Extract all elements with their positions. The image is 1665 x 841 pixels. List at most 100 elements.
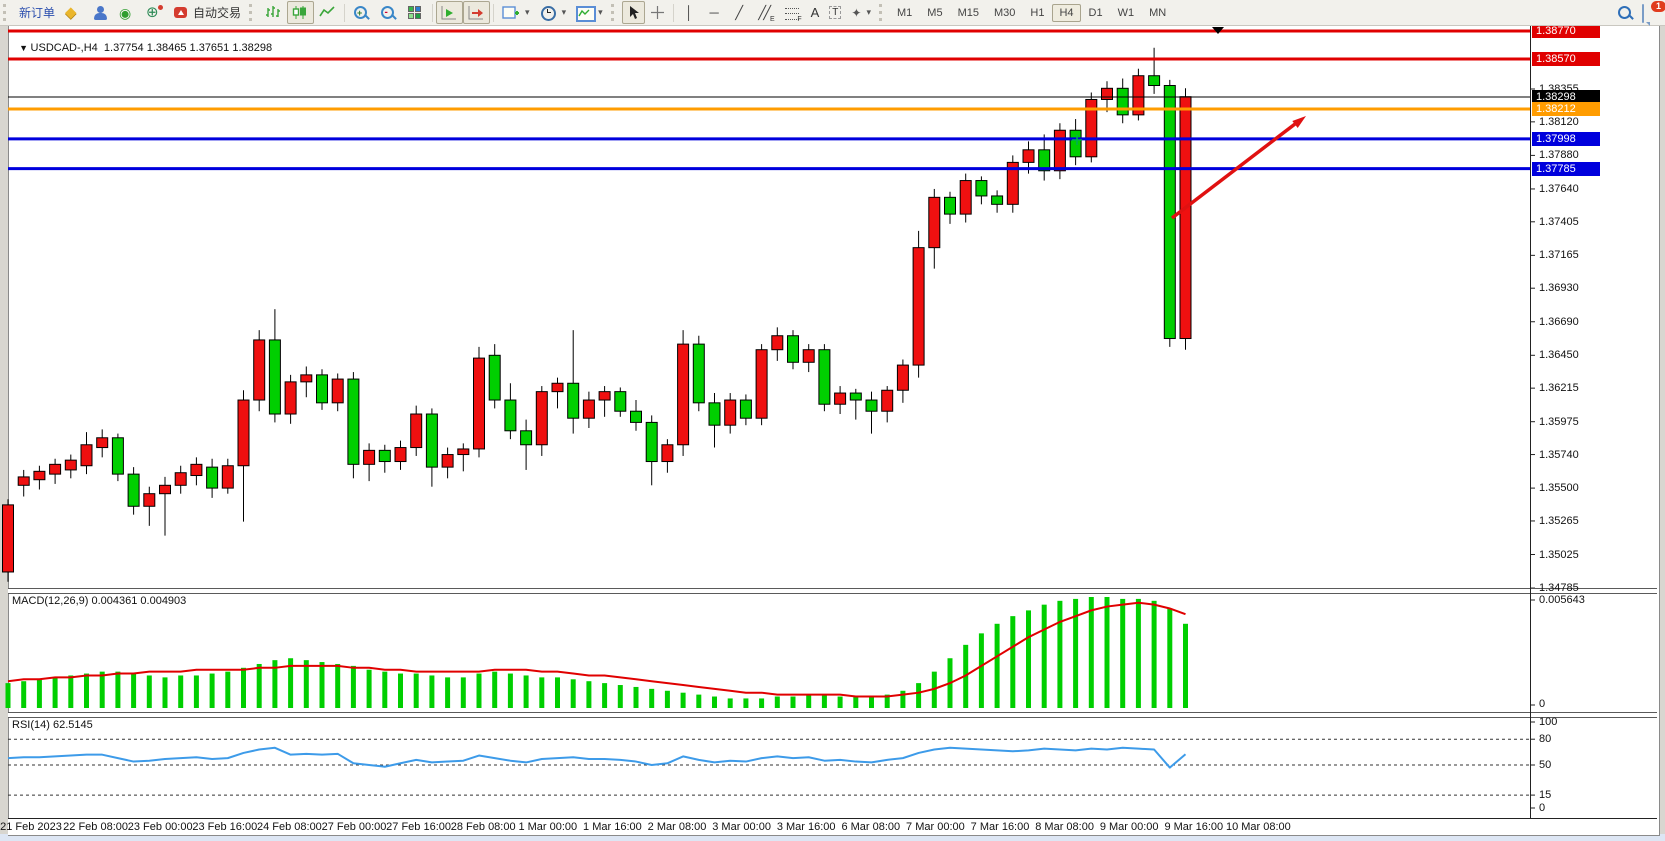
time-axis-label: 27 Feb 16:00 [386,821,452,833]
horizontal-line-button[interactable]: ─ [702,1,727,24]
tab-h4[interactable]: H4 [1052,3,1081,22]
candle-up [221,465,234,489]
vertical-line-button[interactable]: │ [677,1,702,24]
periods-button[interactable]: ▾ [535,1,572,24]
macd-bar [523,675,529,708]
candle-down [1038,149,1051,172]
macd-bar [727,698,733,708]
macd-bar [99,671,105,708]
time-axis-label: 1 Mar 16:00 [583,821,642,833]
candle-down [425,413,438,468]
macd-bar [1073,598,1079,708]
community-button[interactable]: ⊕ [141,1,168,24]
line-chart-button[interactable] [314,1,341,24]
macd-bar [1135,598,1141,708]
macd-bar [743,698,749,708]
tab-m15[interactable]: M15 [957,6,979,19]
candle-up [1006,161,1019,205]
toolbar-grip[interactable] [610,4,618,21]
toolbar-grip[interactable] [3,4,10,21]
time-axis-label: 23 Feb 16:00 [192,821,258,833]
bar-chart-button[interactable] [260,1,287,24]
pane-divider-rsi[interactable] [8,712,1657,718]
macd-bar [602,683,608,708]
toolbar-grip[interactable] [249,4,256,21]
auto-trading-button[interactable]: 自动交易 [168,1,246,24]
tab-m5[interactable]: M5 [927,6,943,19]
rsi-scale-label: 100 [1539,716,1558,728]
tab-m1[interactable]: M1 [897,6,913,19]
price-tick-label: 1.37640 [1539,182,1579,195]
macd-bar [1167,608,1173,708]
candle-up [959,180,972,215]
candle-up [912,247,925,366]
candle-down [1148,75,1161,87]
tab-h1[interactable]: H1 [1030,6,1045,19]
candle-down [787,335,799,363]
macd-bar [131,673,137,708]
indicators-button[interactable]: ▾ [571,1,608,24]
price-tick-label: 1.36690 [1539,315,1579,328]
pane-divider-macd[interactable] [8,588,1657,594]
cursor-button[interactable] [621,1,645,24]
gold-ingot-button[interactable]: ◆ [60,1,87,24]
tile-windows-button[interactable] [402,1,429,24]
time-axis-label: 7 Mar 00:00 [906,821,965,833]
chart-title: ▼ USDCAD-,H4 1.37754 1.38465 1.37651 1.3… [19,42,273,54]
window-bottom-edge [0,834,1665,841]
tab-mn[interactable]: MN [1149,6,1167,19]
candle-up [1053,129,1066,172]
macd-bar [884,694,890,708]
fibonacci-button[interactable]: F [779,1,806,24]
tab-w1[interactable]: W1 [1117,6,1135,19]
zoom-out-button[interactable]: - [375,1,402,24]
new-order-label: 新订单 [19,6,56,20]
macd-bar [225,671,231,708]
rsi-scale-label: 15 [1539,789,1552,802]
time-axis-label: 10 Mar 08:00 [1225,821,1291,833]
time-axis-label: 9 Mar 16:00 [1164,821,1224,833]
candle-down [849,392,862,401]
time-axis[interactable] [8,818,1657,835]
candle-down [975,180,988,197]
candle-down [347,378,360,465]
candle-up [1132,75,1145,116]
macd-bar [382,671,388,708]
text-label-button[interactable]: T [824,1,846,24]
text-button[interactable]: A [806,1,825,24]
tab-d1[interactable]: D1 [1088,6,1103,19]
candle-up [80,444,93,467]
macd-bar [209,673,215,708]
toolbar-grip[interactable] [879,4,886,21]
tab-m30[interactable]: M30 [993,6,1016,19]
macd-bar [115,671,121,708]
auto-scroll-button[interactable] [436,1,464,24]
new-order-button[interactable]: 新订单 [14,1,60,24]
trendline-button[interactable]: ╱ [727,1,752,24]
macd-bar [68,675,74,708]
chart-collapse-icon[interactable]: ▼ [19,43,31,53]
chart-shift-button[interactable] [463,1,491,24]
candlestick-chart-button[interactable] [287,1,315,24]
zoom-out-icon: - [380,5,397,21]
candle-up [724,399,737,426]
signals-button[interactable]: ◉ [114,1,141,24]
chat-icon[interactable]: 1 [1642,0,1665,23]
profile-button[interactable] [87,1,114,24]
equidistant-channel-button[interactable]: ╱ ╱ E [752,1,779,24]
candle-up [190,463,203,477]
candle-up [582,399,595,419]
candle-up [394,447,407,463]
candle-up [928,196,941,249]
arrows-button[interactable]: ✦ ▾ [846,1,876,24]
candle-down [1163,85,1176,340]
macd-bar [162,677,168,708]
macd-bar [712,696,717,708]
chart-window[interactable] [8,25,1660,836]
search-icon[interactable] [1617,5,1634,21]
zoom-in-button[interactable]: + [348,1,375,24]
rsi-line [7,746,1187,769]
crosshair-button[interactable] [645,1,670,24]
new-chart-button[interactable]: ▾ [497,1,535,24]
